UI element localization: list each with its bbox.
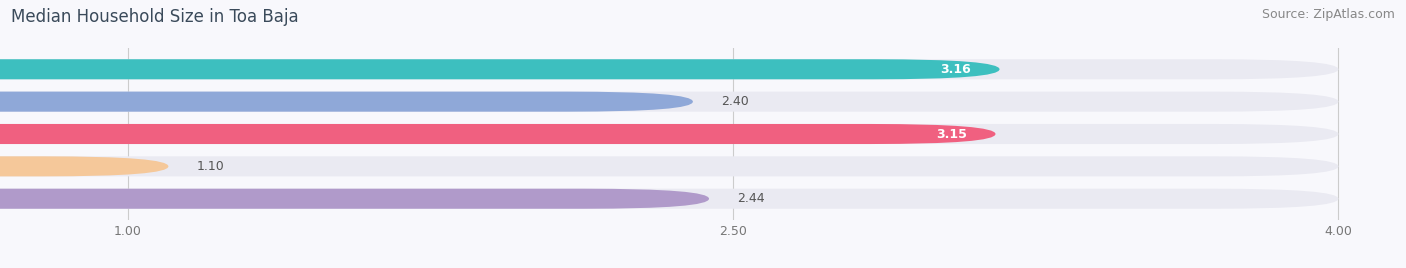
- FancyBboxPatch shape: [0, 189, 709, 209]
- FancyBboxPatch shape: [0, 124, 995, 144]
- Text: Source: ZipAtlas.com: Source: ZipAtlas.com: [1261, 8, 1395, 21]
- FancyBboxPatch shape: [0, 92, 693, 112]
- FancyBboxPatch shape: [0, 92, 1339, 112]
- Text: 2.40: 2.40: [721, 95, 749, 108]
- FancyBboxPatch shape: [0, 189, 1339, 209]
- Text: 3.16: 3.16: [941, 63, 972, 76]
- FancyBboxPatch shape: [0, 156, 1339, 176]
- Text: 3.15: 3.15: [936, 128, 967, 140]
- Text: 2.44: 2.44: [737, 192, 765, 205]
- Text: 1.10: 1.10: [197, 160, 225, 173]
- FancyBboxPatch shape: [0, 156, 169, 176]
- FancyBboxPatch shape: [0, 59, 1000, 79]
- FancyBboxPatch shape: [0, 59, 1339, 79]
- Text: Median Household Size in Toa Baja: Median Household Size in Toa Baja: [11, 8, 299, 26]
- FancyBboxPatch shape: [0, 124, 1339, 144]
